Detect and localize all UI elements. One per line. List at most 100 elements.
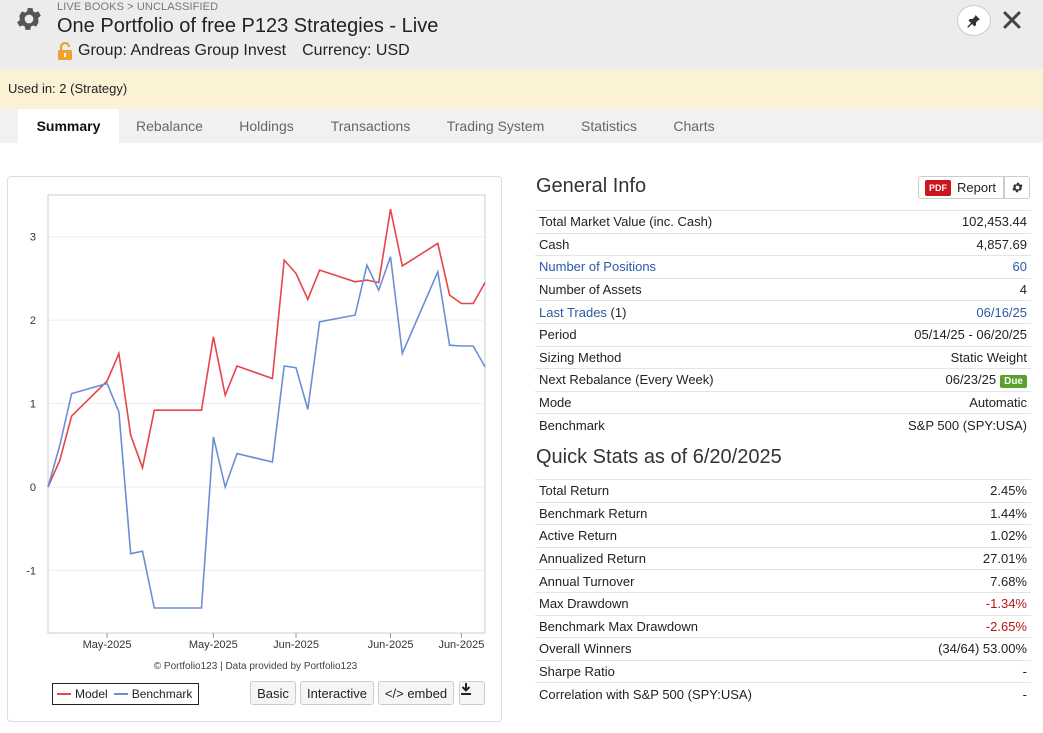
report-settings-button[interactable] <box>1004 176 1030 199</box>
stat-label: Max Drawdown <box>535 591 880 616</box>
quick-stats-table: Total Return 2.45% Benchmark Return 1.44% … <box>535 479 1031 706</box>
legend-label-benchmark: Benchmark <box>131 687 193 701</box>
info-label: Mode <box>535 390 828 414</box>
positions-link[interactable]: Number of Positions <box>535 255 828 279</box>
stat-row: Active Return 1.02% <box>535 524 1031 548</box>
stat-label: Total Return <box>535 479 880 503</box>
stat-label: Annual Turnover <box>535 569 880 593</box>
stat-row: Benchmark Max Drawdown -2.65% <box>535 614 1031 638</box>
pin-button[interactable] <box>957 5 991 36</box>
performance-chart[interactable]: 3 2 1 0 -1 May-2025 May-2025 Jun-2025 Jun-2025 Ju… <box>8 177 503 723</box>
group-line: Group: Andreas Group Invest Currency: US… <box>57 42 410 60</box>
last-trades-date-link[interactable]: 06/16/25 <box>827 300 1031 324</box>
used-in-bar: Used in: 2 (Strategy) <box>0 69 1043 109</box>
legend-label-model: Model <box>75 687 108 701</box>
info-label: Sizing Method <box>535 345 828 369</box>
general-info-heading: General Info <box>536 175 647 197</box>
info-row: Sizing Method Static Weight <box>535 345 1031 369</box>
stat-value: 2.45% <box>879 479 1031 503</box>
stat-row: Correlation with S&P 500 (SPY:USA) - <box>535 682 1031 706</box>
lock-open-icon <box>58 42 72 60</box>
chart-legend: Model Benchmark <box>52 683 199 705</box>
stat-label: Sharpe Ratio <box>535 659 880 683</box>
stat-row: Overall Winners (34/64) 53.00% <box>535 637 1031 661</box>
gear-icon[interactable] <box>14 4 44 34</box>
legend-swatch-model <box>57 693 71 695</box>
stat-row: Sharpe Ratio - <box>535 659 1031 683</box>
y-tick-label: 1 <box>30 399 36 411</box>
info-value: 05/14/25 - 06/20/25 <box>827 322 1031 347</box>
info-label: Benchmark <box>535 413 828 437</box>
close-icon <box>1003 11 1021 29</box>
info-row: Number of Positions 60 <box>535 255 1031 279</box>
due-badge: Due <box>1000 374 1027 388</box>
x-tick-label: Jun-2025 <box>438 639 484 651</box>
embed-button[interactable]: </> embed <box>378 681 454 705</box>
info-value-cell: 06/23/25 Due <box>827 368 1031 392</box>
used-in-label[interactable]: Used in: 2 (Strategy) <box>8 81 128 96</box>
tab-summary[interactable]: Summary <box>18 109 119 143</box>
x-tick-label: Jun-2025 <box>368 639 414 651</box>
last-trades-link[interactable]: Last Trades <box>539 304 607 320</box>
stat-label: Overall Winners <box>535 637 880 661</box>
download-button[interactable] <box>459 681 485 705</box>
tab-statistics[interactable]: Statistics <box>580 118 637 134</box>
info-label: Period <box>535 322 828 347</box>
tab-trading-system[interactable]: Trading System <box>446 118 545 134</box>
stat-row: Annual Turnover 7.68% <box>535 569 1031 593</box>
info-value: 102,453.44 <box>827 210 1031 234</box>
quick-stats-heading: Quick Stats as of 6/20/2025 <box>536 446 782 468</box>
stat-value: - <box>879 682 1031 706</box>
currency-label: Currency: USD <box>302 42 410 59</box>
legend-item-model[interactable]: Model <box>57 687 108 701</box>
info-value: Automatic <box>827 390 1031 414</box>
tab-bar: Summary Rebalance Holdings Transactions … <box>0 109 1043 143</box>
stat-row: Total Return 2.45% <box>535 479 1031 503</box>
stat-value: 27.01% <box>879 546 1031 570</box>
x-tick-label: May-2025 <box>189 639 238 651</box>
stat-value: 1.44% <box>879 501 1031 525</box>
info-label-cell: Last Trades (1) <box>535 300 828 324</box>
breadcrumb[interactable]: LIVE BOOKS > UNCLASSIFIED <box>57 1 219 13</box>
info-row: Number of Assets 4 <box>535 277 1031 301</box>
x-tick-label: Jun-2025 <box>273 639 319 651</box>
interactive-button[interactable]: Interactive <box>300 681 374 705</box>
info-row: Period 05/14/25 - 06/20/25 <box>535 322 1031 347</box>
positions-count-link[interactable]: 60 <box>827 255 1031 279</box>
pin-icon <box>967 14 980 27</box>
stat-value: - <box>879 659 1031 683</box>
info-value: 4,857.69 <box>827 232 1031 256</box>
stat-row: Max Drawdown -1.34% <box>535 591 1031 616</box>
y-tick-label: 3 <box>30 232 36 244</box>
info-label: Next Rebalance (Every Week) <box>535 368 828 392</box>
page-title: One Portfolio of free P123 Strategies - … <box>57 15 439 37</box>
tab-holdings[interactable]: Holdings <box>239 118 294 134</box>
info-value: Static Weight <box>827 345 1031 369</box>
next-rebalance-date: 06/23/25 <box>945 371 997 387</box>
tab-rebalance[interactable]: Rebalance <box>136 118 203 134</box>
info-row: Next Rebalance (Every Week) 06/23/25 Due <box>535 368 1031 392</box>
tab-charts[interactable]: Charts <box>673 118 715 134</box>
stat-label: Benchmark Max Drawdown <box>535 614 880 638</box>
y-tick-label: 0 <box>30 482 36 494</box>
stat-value: 7.68% <box>879 569 1031 593</box>
series-line-model <box>47 209 486 488</box>
close-button[interactable] <box>1001 9 1023 31</box>
last-trades-count: (1) <box>606 304 627 320</box>
report-button[interactable]: PDF Report <box>918 176 1004 199</box>
stat-value: -2.65% <box>879 614 1031 638</box>
x-tick-label: May-2025 <box>83 639 132 651</box>
stat-row: Annualized Return 27.01% <box>535 546 1031 570</box>
legend-item-benchmark[interactable]: Benchmark <box>113 687 193 701</box>
info-label: Number of Assets <box>535 277 828 301</box>
info-value: S&P 500 (SPY:USA) <box>827 413 1031 437</box>
group-label: Group: Andreas Group Invest <box>78 42 287 59</box>
series-line-benchmark <box>47 256 486 609</box>
stat-row: Benchmark Return 1.44% <box>535 501 1031 525</box>
basic-button[interactable]: Basic <box>250 681 296 705</box>
chart-copyright: © Portfolio123 | Data provided by Portfo… <box>153 661 358 672</box>
portfolio-header: LIVE BOOKS > UNCLASSIFIED One Portfolio … <box>0 0 1043 69</box>
info-label: Cash <box>535 232 828 256</box>
tab-transactions[interactable]: Transactions <box>330 118 411 134</box>
info-row: Benchmark S&P 500 (SPY:USA) <box>535 413 1031 437</box>
